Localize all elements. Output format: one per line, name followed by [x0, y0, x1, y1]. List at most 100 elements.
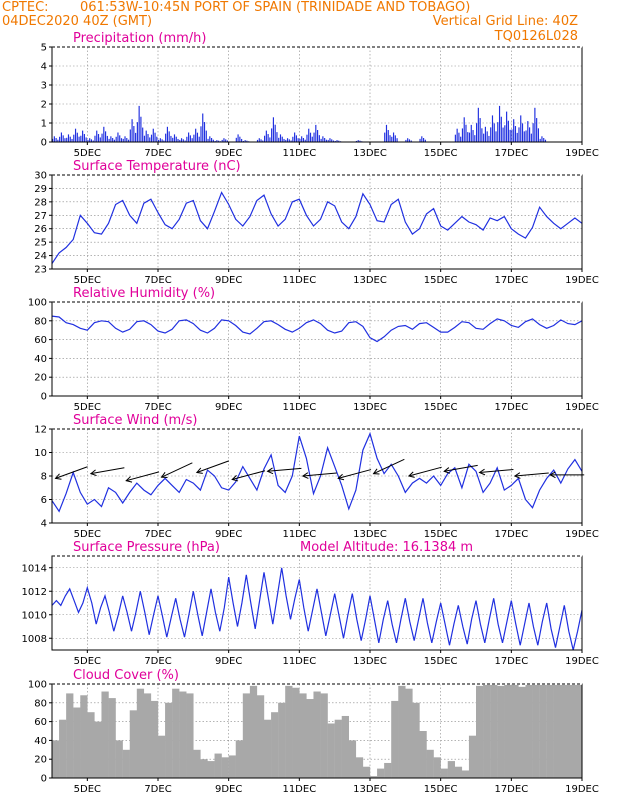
- precip-bar: [504, 125, 506, 142]
- precip-bar: [265, 130, 267, 142]
- cloud-bar: [426, 749, 434, 778]
- precip-bar: [127, 139, 130, 142]
- precip-bar: [173, 134, 176, 142]
- wind-arrow-shaft: [408, 466, 442, 477]
- cloud-bar: [504, 684, 512, 778]
- x-tick-label: 5DEC: [74, 148, 101, 159]
- precip-bar: [186, 136, 188, 142]
- precip-bar: [518, 127, 520, 142]
- precip-bar: [226, 140, 229, 142]
- y-tick-label: 27: [34, 211, 47, 222]
- precip-bar: [495, 131, 497, 142]
- precip-bar: [292, 136, 294, 142]
- precip-bar: [126, 138, 128, 142]
- precip-bar: [203, 122, 206, 142]
- cloud-bar: [391, 700, 399, 778]
- x-tick-label: 13DEC: [353, 529, 387, 540]
- cloud-bar: [73, 707, 81, 778]
- precip-bar: [470, 124, 472, 142]
- wind-arrow-head: [301, 472, 309, 479]
- precip-bar: [537, 128, 539, 142]
- precip-bar: [527, 121, 529, 142]
- x-tick-label: 11DEC: [282, 784, 316, 795]
- y-tick-label: 80: [34, 316, 47, 327]
- precip-bar: [423, 138, 425, 142]
- y-tick-label: 4: [41, 519, 47, 530]
- precip-bar: [159, 138, 161, 142]
- precip-bar: [483, 133, 485, 142]
- precip-bar: [207, 138, 209, 142]
- y-tick-label: 24: [34, 251, 47, 262]
- cloud-bar: [129, 710, 137, 778]
- precip-bar: [120, 138, 123, 142]
- precip-bar: [179, 139, 181, 142]
- header-code: TQ0126L028: [494, 29, 578, 44]
- precip-bar: [172, 137, 174, 142]
- precip-bar: [286, 138, 289, 142]
- precip-bar: [142, 127, 144, 142]
- cloud-bar: [518, 686, 526, 778]
- wind-arrow-head: [89, 469, 97, 477]
- precip-bar: [163, 140, 165, 142]
- y-tick-label: 0: [41, 774, 47, 785]
- precip-bar: [325, 139, 327, 142]
- y-tick-label: 1: [41, 119, 47, 130]
- cloud-bar: [299, 693, 307, 778]
- wind-arrow: [54, 466, 88, 480]
- precip-bar: [521, 123, 524, 142]
- precip-bar: [149, 137, 151, 142]
- precip-bar: [133, 126, 135, 142]
- cloud-bar: [440, 768, 448, 778]
- wind-arrow-shaft: [479, 469, 514, 473]
- cloud-bar: [271, 712, 279, 778]
- cloud-bar: [242, 693, 251, 778]
- precip-bar: [271, 128, 273, 142]
- wind-arrow-shaft: [161, 462, 193, 478]
- precip-bar: [241, 138, 243, 142]
- precip-bar: [180, 138, 183, 142]
- cloud-bar: [539, 684, 547, 778]
- precip-bar: [242, 140, 244, 142]
- wind-arrow-shaft: [55, 466, 88, 479]
- precip-bar: [188, 132, 190, 142]
- x-tick-label: 15DEC: [424, 275, 458, 286]
- x-tick-label: 9DEC: [215, 402, 242, 413]
- cloud-bar: [433, 757, 441, 778]
- precip-bar: [329, 138, 331, 142]
- precip-bar: [460, 136, 462, 142]
- y-tick-label: 60: [34, 717, 47, 728]
- cloud-bar: [235, 740, 243, 778]
- panel-wind: Surface Wind (m/s) 4 6 8 10 12 5DEC 7DEC 9DEC 11D…: [34, 413, 599, 540]
- precip-bar: [124, 136, 126, 142]
- precip-bar: [108, 138, 110, 142]
- cloud-bar: [285, 685, 293, 778]
- precip-bar: [166, 126, 168, 142]
- precip-bar: [131, 119, 133, 142]
- precip-bar: [256, 139, 259, 142]
- precip-bar: [136, 122, 138, 142]
- precip-bar: [189, 135, 191, 142]
- cloud-bar: [207, 761, 215, 778]
- x-tick-label: 11DEC: [282, 402, 316, 413]
- cloud-bar: [108, 698, 116, 778]
- cloud-bar: [574, 684, 583, 778]
- y-tick-label: 1008: [22, 634, 47, 645]
- precip-bar: [244, 140, 246, 142]
- cloud-bar: [52, 740, 60, 778]
- wind-arrow: [337, 469, 372, 481]
- precip-bar: [113, 139, 115, 142]
- cloud-bar: [122, 749, 130, 778]
- precip-bar: [424, 139, 426, 142]
- panel-frame: [51, 555, 583, 651]
- x-tick-label: 9DEC: [215, 529, 242, 540]
- cloud-bar: [306, 699, 314, 778]
- precip-bar: [191, 138, 193, 142]
- precip-bar: [272, 117, 274, 142]
- x-tick-label: 7DEC: [144, 784, 171, 795]
- precip-bar: [145, 130, 147, 142]
- cloud-bar: [313, 691, 321, 778]
- cloud-bar: [398, 685, 406, 778]
- cloud-bar: [143, 693, 152, 778]
- wind-arrow: [195, 460, 229, 474]
- precip-bar: [317, 130, 319, 142]
